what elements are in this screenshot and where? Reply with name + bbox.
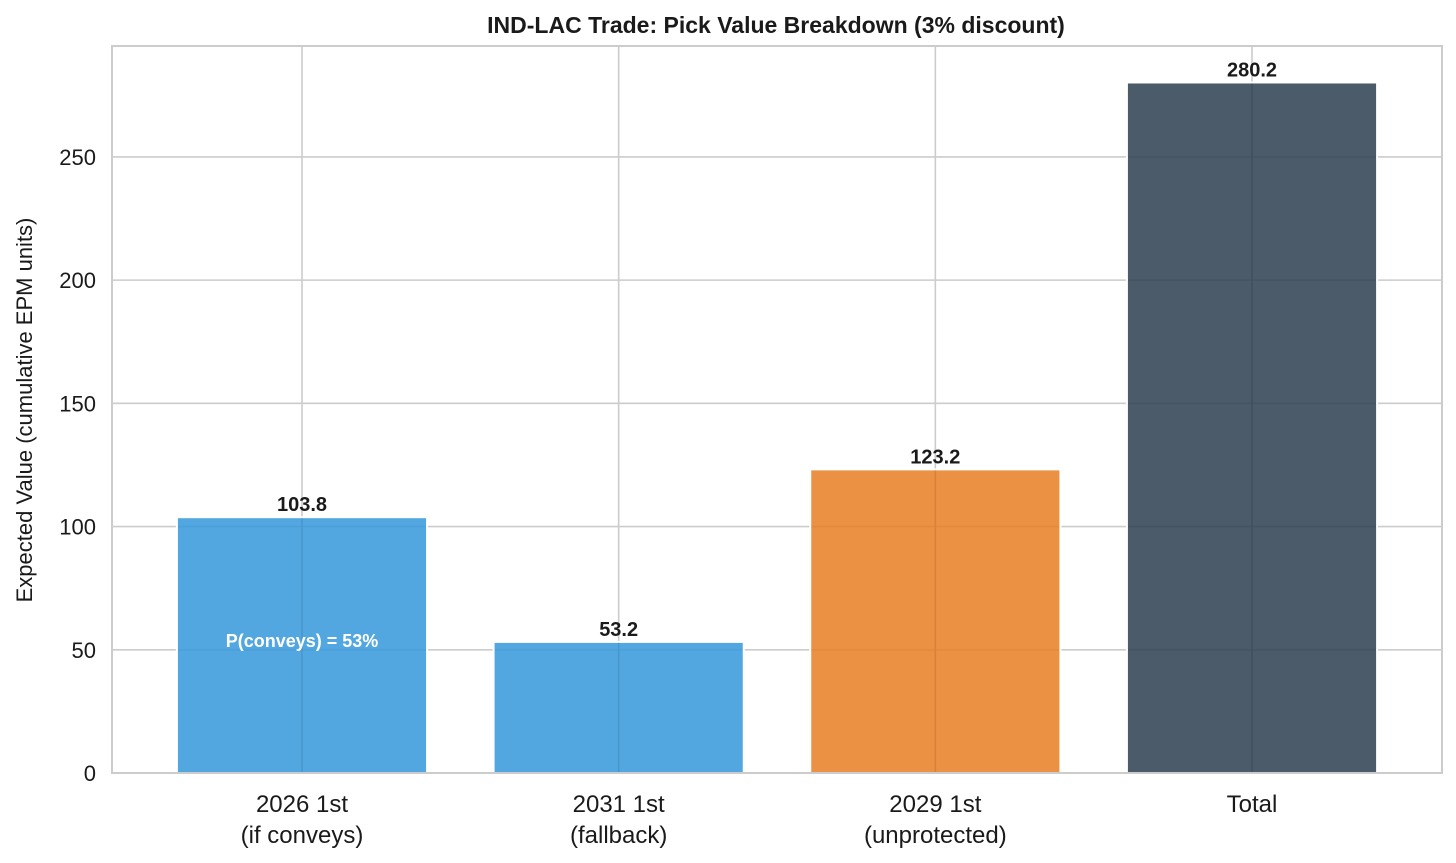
value-labels: 103.8 53.2 123.2 280.2 bbox=[277, 59, 1277, 640]
annotations: P(conveys) = 53% bbox=[226, 631, 379, 651]
x-tick-label: Total bbox=[1227, 791, 1278, 818]
y-tick-label: 50 bbox=[72, 638, 96, 663]
bar bbox=[1125, 81, 1379, 775]
bar bbox=[175, 516, 429, 774]
plot-frame bbox=[111, 45, 1443, 774]
bar bbox=[809, 468, 1062, 774]
x-gridlines bbox=[301, 46, 1253, 773]
y-tick-label: 100 bbox=[59, 515, 96, 540]
y-tick-label: 150 bbox=[59, 391, 96, 416]
x-tick-label: 2031 1st (fallback) bbox=[570, 791, 667, 849]
chart-title: IND-LAC Trade: Pick Value Breakdown (3% … bbox=[487, 12, 1065, 38]
x-tick-label: 2029 1st (unprotected) bbox=[864, 791, 1007, 849]
x-tick-labels: 2026 1st (if conveys) 2031 1st (fallback) 20… bbox=[241, 791, 1278, 849]
bar bbox=[492, 640, 745, 774]
annotation: P(conveys) = 53% bbox=[226, 631, 379, 651]
x-tick-label: 2026 1st (if conveys) bbox=[241, 791, 364, 849]
y-tick-label: 250 bbox=[59, 145, 96, 170]
bars bbox=[175, 81, 1379, 775]
value-label: 103.8 bbox=[277, 494, 327, 516]
y-tick-label: 0 bbox=[84, 761, 96, 786]
value-label: 280.2 bbox=[1227, 59, 1277, 81]
value-label: 53.2 bbox=[599, 619, 638, 641]
value-label: 123.2 bbox=[910, 446, 960, 468]
y-tick-labels: 0 50 100 150 200 250 bbox=[59, 145, 96, 786]
y-axis-label: Expected Value (cumulative EPM units) bbox=[12, 218, 37, 603]
y-tick-label: 200 bbox=[59, 268, 96, 293]
